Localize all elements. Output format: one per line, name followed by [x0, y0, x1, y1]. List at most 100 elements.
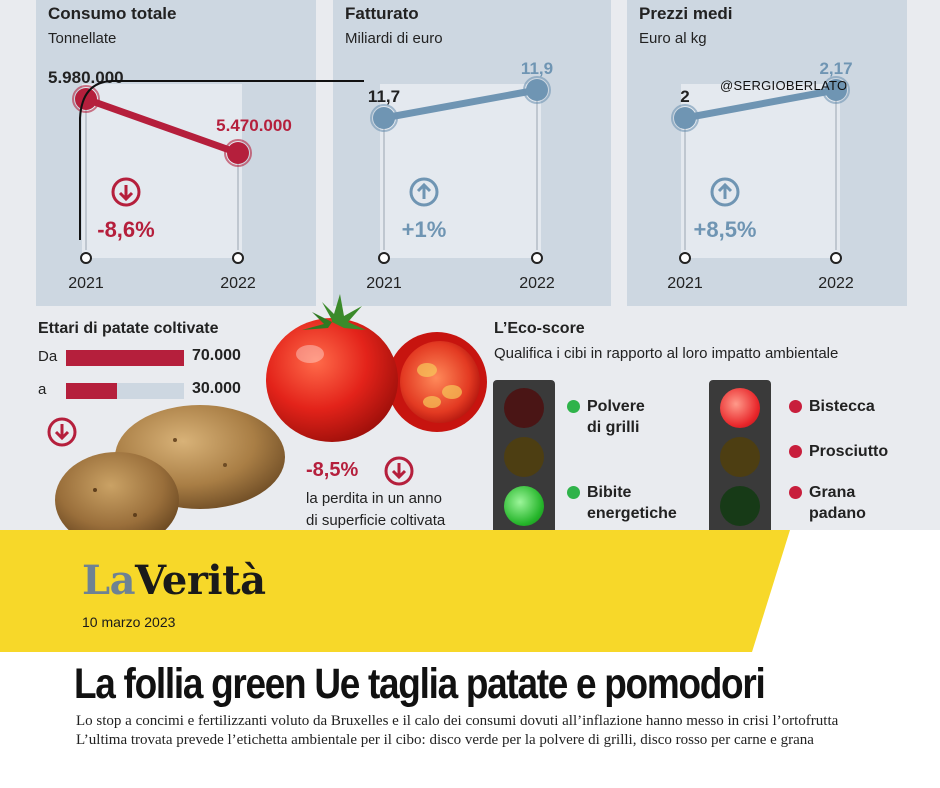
x-tick-label: 2022: [818, 275, 854, 292]
patate-a-label: a: [38, 381, 47, 398]
arrow-down-circle-icon: [111, 177, 141, 207]
value-label: 5.470.000: [216, 116, 292, 135]
tomato-pct: -8,5%: [306, 459, 359, 481]
watermark-handle: @SERGIOBERLATO: [720, 78, 848, 93]
yellow-banner: [0, 530, 790, 652]
x-tick: [232, 252, 244, 264]
publication-date: 10 marzo 2023: [82, 614, 176, 630]
patate-arrow-down-icon: [47, 417, 77, 447]
green-dot: [567, 486, 580, 499]
green-item-1-line2: di grilli: [587, 419, 640, 436]
arrow-up-circle-icon: [710, 177, 740, 207]
value-label: 2: [680, 87, 689, 106]
x-tick-label: 2021: [667, 275, 703, 292]
change-label: +1%: [402, 217, 447, 242]
red-item-3: Grana padano: [809, 482, 866, 524]
traffic-light-red: [709, 380, 771, 530]
tomato-arrow-down-icon: [384, 456, 414, 486]
arrow-up-circle-icon: [409, 177, 439, 207]
data-point-ring: [370, 104, 398, 132]
change-label: +8,5%: [694, 217, 757, 242]
green-item-2: Bibite energetiche: [587, 482, 677, 524]
data-point: [526, 79, 548, 101]
red-item-2: Prosciutto: [809, 443, 889, 460]
prezzi-title: Prezzi medi: [639, 4, 733, 23]
green-item-2-line2: energetiche: [587, 505, 677, 522]
x-tick-label: 2022: [519, 275, 555, 292]
change-label: -8,6%: [97, 217, 154, 242]
data-point: [227, 142, 249, 164]
red-lamp-off: [504, 388, 544, 428]
data-point: [674, 107, 696, 129]
data-point-ring: [224, 139, 252, 167]
potatoes-illustration: [55, 405, 285, 530]
patate-da-label: Da: [38, 348, 58, 365]
x-tick-label: 2021: [68, 275, 104, 292]
red-dot: [789, 400, 802, 413]
series-line: [380, 86, 541, 122]
data-point: [75, 88, 97, 110]
value-label: 11,9: [521, 59, 553, 78]
patate-title: Ettari di patate coltivate: [38, 320, 219, 337]
tomato-text-1: la perdita in un anno: [306, 490, 442, 507]
patate-bar-da: [66, 350, 184, 366]
yellow-lamp-off: [504, 437, 544, 477]
consumo-title: Consumo totale: [48, 4, 177, 23]
plot-area: [82, 84, 242, 258]
patate-value-a: 30.000: [192, 380, 241, 397]
yellow-lamp-off: [720, 437, 760, 477]
red-item-1: Bistecca: [809, 398, 875, 415]
series-line: [82, 95, 242, 157]
value-label: 11,7: [368, 87, 400, 106]
red-dot: [789, 486, 802, 499]
x-tick: [378, 252, 390, 264]
red-item-3-line1: Grana: [809, 484, 856, 501]
green-item-1: Polvere di grilli: [587, 396, 645, 438]
prezzi-subtitle: Euro al kg: [639, 30, 707, 47]
x-tick-label: 2022: [220, 275, 256, 292]
la-verita-logo: LaVerità: [82, 557, 266, 604]
patate-bar-a: [66, 383, 117, 399]
article-subtitle-2: L’ultima trovata prevede l’etichetta amb…: [76, 732, 814, 748]
green-item-1-line1: Polvere: [587, 398, 645, 415]
data-point-ring: [671, 104, 699, 132]
data-point-ring: [523, 76, 551, 104]
infographic: Consumo totale Tonnellate Fatturato Mili…: [0, 0, 940, 530]
red-lamp-on: [720, 388, 760, 428]
data-point-ring: [72, 85, 100, 113]
green-lamp-off: [720, 486, 760, 526]
series-line: [681, 86, 840, 122]
data-point: [825, 79, 847, 101]
consumo-subtitle: Tonnellate: [48, 30, 117, 47]
data-point: [373, 107, 395, 129]
value-label: 2,17: [819, 59, 852, 78]
green-lamp-on: [504, 486, 544, 526]
arrow-head: [717, 182, 733, 193]
arrow-head: [416, 182, 432, 193]
red-item-3-line2: padano: [809, 505, 866, 522]
tomato-illustration: [266, 294, 487, 442]
data-point-ring: [822, 76, 850, 104]
traffic-light-green: [493, 380, 555, 530]
red-dot: [789, 445, 802, 458]
x-tick: [531, 252, 543, 264]
eco-score-subtitle: Qualifica i cibi in rapporto al loro imp…: [494, 345, 839, 362]
tomato-text-2: di superficie coltivata: [306, 512, 446, 529]
fatturato-subtitle: Miliardi di euro: [345, 30, 443, 47]
x-tick: [679, 252, 691, 264]
annotation-stroke: [79, 80, 364, 240]
patate-value-da: 70.000: [192, 347, 241, 364]
fatturato-title: Fatturato: [345, 4, 419, 23]
article-headline: La follia green Ue taglia patate e pomod…: [74, 660, 766, 708]
green-dot: [567, 400, 580, 413]
logo-verita: Verità: [135, 557, 266, 604]
eco-score-title: L’Eco-score: [494, 320, 585, 337]
green-item-2-line1: Bibite: [587, 484, 632, 501]
logo-la: La: [82, 557, 136, 604]
x-tick-label: 2021: [366, 275, 402, 292]
x-tick: [830, 252, 842, 264]
arrow-head: [118, 191, 134, 202]
x-tick: [80, 252, 92, 264]
article-subtitle-1: Lo stop a concimi e fertilizzanti voluto…: [76, 713, 839, 729]
